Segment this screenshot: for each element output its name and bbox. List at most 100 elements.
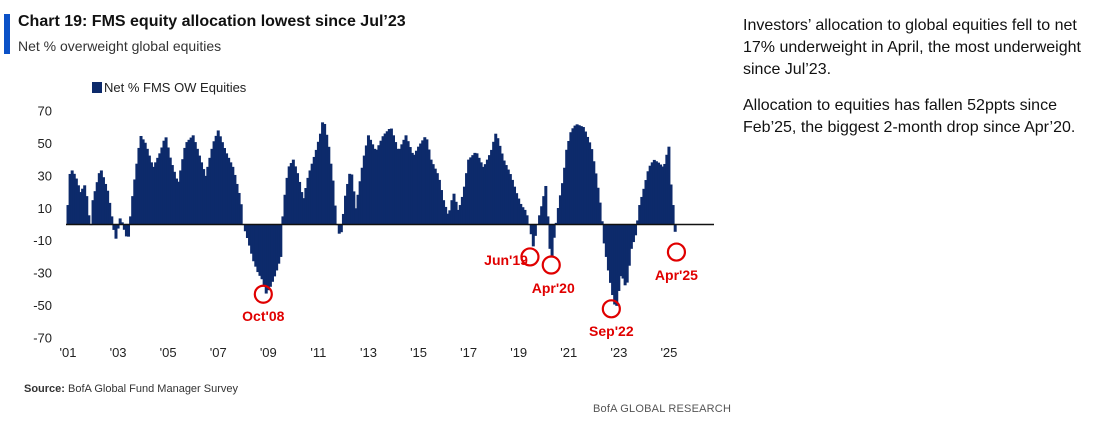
- bar: [517, 198, 521, 225]
- bar: [323, 123, 327, 225]
- bar: [193, 142, 197, 225]
- bar: [673, 224, 677, 232]
- annotation-circle: [520, 247, 540, 267]
- bar: [243, 224, 247, 232]
- bar: [216, 130, 220, 225]
- y-tick-label: 30: [38, 168, 52, 183]
- bar: [429, 159, 433, 225]
- bar: [116, 224, 120, 229]
- bar: [548, 224, 552, 249]
- bar: [133, 179, 137, 225]
- annotation-circle: [601, 299, 621, 319]
- y-tick-label: -70: [33, 331, 52, 346]
- bar: [287, 166, 291, 225]
- bar: [122, 224, 126, 230]
- annotation-label: Oct'08: [242, 308, 284, 324]
- bar: [206, 166, 210, 225]
- bar: [200, 162, 204, 225]
- bar: [129, 216, 133, 225]
- annotation-label: Apr'25: [655, 267, 698, 283]
- bar: [669, 184, 673, 225]
- bar: [120, 222, 124, 225]
- bar: [135, 163, 139, 225]
- bar: [571, 128, 575, 225]
- y-axis-ticks: 70 50 30 10 -10 -30 -50 -70: [33, 104, 52, 346]
- annotation-circle: [541, 255, 561, 275]
- bar: [554, 222, 558, 225]
- bar: [283, 194, 287, 225]
- bar: [162, 140, 166, 225]
- bar: [281, 216, 285, 225]
- bar: [97, 173, 101, 225]
- bar: [158, 153, 162, 225]
- bar: [304, 188, 308, 225]
- x-tick-label: '03: [110, 345, 127, 360]
- bar: [356, 194, 360, 225]
- bar: [237, 192, 241, 225]
- bar: [665, 154, 669, 225]
- commentary-paragraph-2: Allocation to equities has fallen 52ppts…: [743, 97, 1076, 136]
- bar: [396, 148, 400, 225]
- bar: [490, 149, 494, 225]
- bar: [383, 133, 387, 225]
- bar: [423, 137, 427, 225]
- bar: [177, 181, 181, 225]
- bar: [546, 216, 550, 225]
- y-tick-label: -50: [33, 298, 52, 313]
- x-axis-ticks: '01 '03 '05 '07 '09 '11 '13 '15 '17 '19 '21 '23 '25: [60, 345, 678, 360]
- source-note: Source: BofA Global Fund Manager Survey: [24, 383, 238, 395]
- bar: [473, 152, 477, 225]
- bar: [312, 156, 316, 225]
- commentary: Investors’ allocation to global equities…: [743, 15, 1108, 153]
- bar: [289, 163, 293, 225]
- bar: [333, 205, 337, 225]
- bar: [542, 196, 546, 225]
- bar: [600, 221, 604, 225]
- bar: [112, 224, 116, 230]
- bar: [650, 162, 654, 225]
- bar: [95, 182, 99, 225]
- bar: [270, 224, 274, 282]
- bar: [256, 224, 260, 273]
- bar: [83, 185, 87, 225]
- bar: [671, 205, 675, 225]
- bar: [375, 149, 379, 225]
- bar: [225, 153, 229, 225]
- bar: [76, 185, 80, 225]
- bar: [609, 224, 612, 283]
- bar: [296, 173, 300, 225]
- x-tick-label: '19: [510, 345, 527, 360]
- bar: [385, 131, 389, 225]
- bar: [629, 224, 633, 249]
- bar: [392, 135, 395, 225]
- bar: [502, 160, 506, 225]
- bar: [152, 166, 156, 225]
- x-tick-label: '13: [360, 345, 377, 360]
- bar: [613, 224, 617, 305]
- bar: [114, 224, 118, 239]
- bar: [79, 192, 83, 225]
- bar: [504, 165, 508, 225]
- bar: [293, 166, 297, 225]
- bar: [245, 224, 249, 239]
- bar: [85, 196, 89, 225]
- bar: [483, 164, 487, 225]
- bar: [164, 137, 168, 225]
- bar: [398, 148, 402, 225]
- bar: [617, 224, 621, 291]
- bar: [569, 132, 573, 225]
- bar: [611, 224, 615, 296]
- bar: [108, 202, 112, 225]
- bar: [170, 165, 174, 225]
- bar: [229, 162, 233, 225]
- bar: [185, 142, 189, 225]
- x-tick-label: '15: [410, 345, 427, 360]
- bar: [321, 122, 325, 225]
- bar: [212, 141, 216, 225]
- bar: [477, 157, 481, 225]
- bar: [623, 224, 627, 286]
- bar: [325, 134, 329, 225]
- bar: [638, 205, 642, 225]
- bar: [644, 180, 648, 225]
- bar: [465, 173, 469, 225]
